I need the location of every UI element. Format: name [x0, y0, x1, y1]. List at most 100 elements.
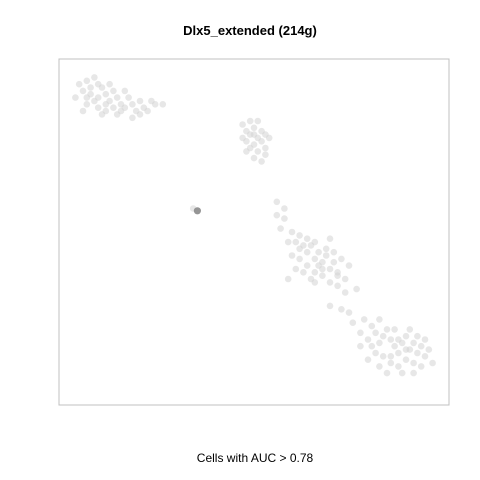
cell-point: [296, 245, 303, 253]
highlighted-cell-point: [193, 207, 201, 215]
cell-point: [281, 205, 288, 212]
cell-point: [113, 94, 121, 101]
cell-point: [250, 124, 258, 132]
cell-point: [345, 262, 353, 269]
cell-point: [326, 302, 334, 310]
cell-point: [98, 111, 106, 118]
cell-point: [417, 342, 425, 350]
cell-point: [372, 329, 379, 337]
cell-point: [273, 211, 281, 219]
cell-point: [387, 359, 395, 367]
cell-point: [322, 252, 330, 259]
cell-point: [106, 80, 113, 88]
cell-point: [376, 363, 383, 370]
cell-point: [429, 359, 436, 367]
cell-point: [315, 248, 322, 256]
cell-point: [83, 101, 91, 108]
cell-point: [102, 101, 110, 108]
cell-point: [395, 336, 402, 343]
cell-point: [136, 97, 144, 105]
cell-point: [364, 356, 372, 364]
cell-point: [322, 245, 330, 253]
cell-point: [258, 138, 265, 145]
cell-point: [414, 349, 421, 357]
cell-point: [410, 359, 417, 367]
cell-point: [303, 248, 311, 256]
points-layer: [72, 74, 436, 377]
cell-point: [311, 279, 319, 286]
cell-point: [425, 346, 433, 353]
cell-point: [243, 148, 250, 155]
cell-point: [311, 269, 319, 276]
cell-point: [91, 74, 98, 81]
cell-point: [273, 198, 281, 206]
cell-point: [121, 87, 129, 95]
cell-point: [421, 353, 429, 360]
cell-point: [319, 265, 326, 273]
cell-point: [379, 353, 387, 360]
cell-point: [402, 356, 410, 364]
cell-point: [379, 332, 387, 340]
cell-point: [254, 148, 262, 155]
x-axis-label: Cells with AUC > 0.78: [197, 451, 314, 465]
cell-point: [83, 94, 91, 101]
cell-point: [258, 158, 265, 165]
cell-point: [398, 369, 406, 377]
cell-point: [102, 90, 110, 98]
cell-point: [284, 275, 292, 283]
cell-point: [303, 235, 311, 242]
cell-point: [94, 94, 102, 101]
cell-point: [246, 117, 254, 125]
cell-point: [417, 363, 425, 370]
cell-point: [110, 87, 117, 95]
chart-title: Dlx5_extended (214g): [183, 23, 317, 38]
cell-point: [326, 279, 334, 286]
cell-point: [368, 342, 376, 350]
cell-point: [345, 309, 353, 316]
cell-point: [402, 346, 410, 353]
cell-point: [410, 369, 417, 377]
cell-point: [254, 117, 262, 125]
cell-point: [110, 104, 117, 111]
cell-point: [83, 77, 91, 85]
cell-point: [300, 269, 307, 276]
cell-point: [265, 134, 273, 142]
cell-point: [117, 107, 125, 115]
cell-point: [250, 154, 258, 162]
cell-point: [262, 144, 269, 152]
cell-point: [144, 107, 151, 115]
cell-point: [148, 97, 155, 105]
cell-point: [303, 262, 311, 269]
cell-point: [395, 349, 402, 357]
cell-point: [292, 238, 300, 246]
cell-point: [292, 265, 300, 273]
cell-point: [376, 339, 383, 347]
cell-point: [296, 232, 303, 239]
cell-point: [94, 104, 102, 111]
cell-point: [326, 235, 334, 242]
cell-point: [326, 265, 334, 273]
cell-point: [353, 285, 360, 293]
cell-point: [341, 289, 349, 296]
cell-point: [250, 131, 258, 138]
cell-point: [357, 342, 364, 350]
cell-point: [330, 248, 338, 256]
cell-point: [79, 87, 87, 95]
cell-point: [364, 336, 372, 343]
cell-point: [75, 80, 83, 88]
cell-point: [357, 329, 364, 337]
cell-point: [368, 322, 376, 330]
cell-point: [334, 282, 341, 290]
cell-point: [288, 252, 296, 259]
cell-point: [387, 336, 395, 343]
cell-point: [414, 332, 421, 340]
cell-point: [159, 101, 167, 108]
cell-point: [341, 275, 349, 283]
cell-point: [288, 228, 296, 236]
cell-point: [284, 238, 292, 246]
cell-point: [129, 114, 136, 122]
cell-point: [387, 353, 395, 360]
cell-point: [406, 326, 414, 333]
cell-point: [338, 306, 345, 313]
